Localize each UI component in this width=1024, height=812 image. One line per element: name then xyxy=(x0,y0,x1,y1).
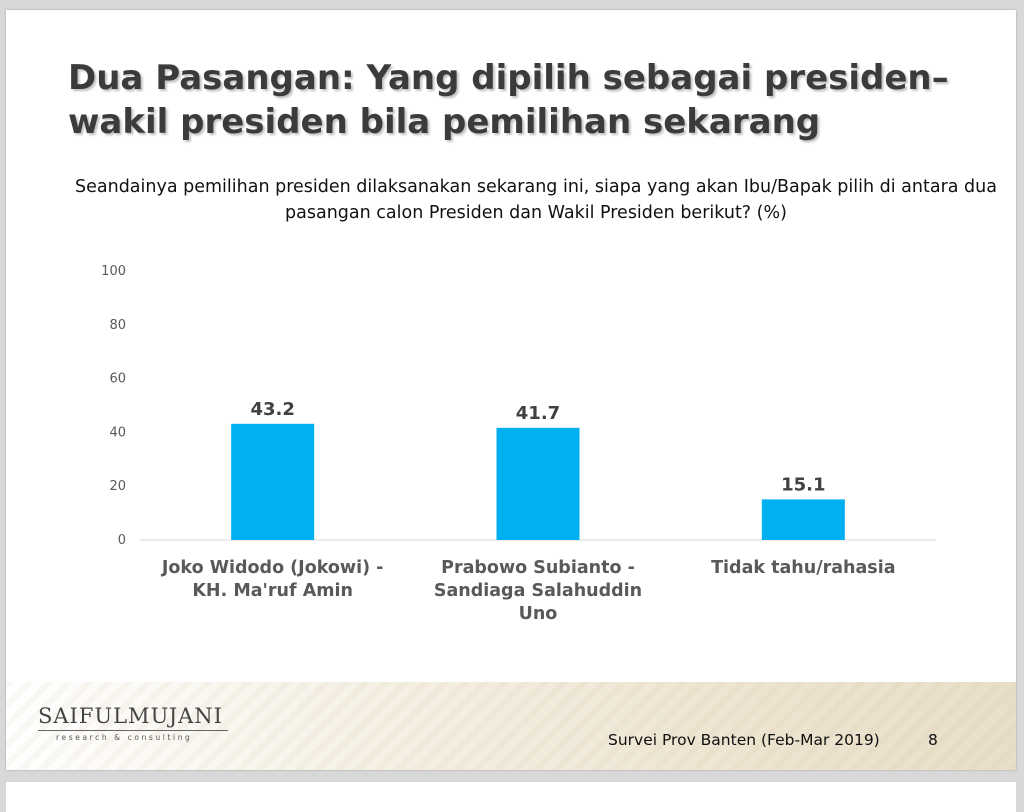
y-tick-label: 80 xyxy=(109,318,126,333)
data-label: 15.1 xyxy=(781,474,825,495)
category-label: Joko Widodo (Jokowi) - xyxy=(161,558,384,578)
bar xyxy=(231,423,315,540)
logo-tagline: research & consulting xyxy=(56,733,193,742)
category-label: Tidak tahu/rahasia xyxy=(711,558,895,578)
next-slide-preview xyxy=(6,782,1016,812)
data-label: 41.7 xyxy=(516,403,560,424)
source-note: Survei Prov Banten (Feb-Mar 2019) xyxy=(608,731,880,749)
data-label: 43.2 xyxy=(250,399,294,420)
footer-background xyxy=(6,682,1016,770)
y-tick-label: 0 xyxy=(118,533,126,548)
bar xyxy=(761,499,845,540)
bar xyxy=(496,427,580,540)
slide-title: Dua Pasangan: Yang dipilih sebagai presi… xyxy=(68,58,949,142)
survey-question: Seandainya pemilihan presiden dilaksanak… xyxy=(75,177,997,223)
logo-wordmark: SAIFULMUJANI xyxy=(38,704,223,728)
logo-divider xyxy=(38,730,228,731)
y-tick-label: 100 xyxy=(101,264,126,279)
category-label: Prabowo Subianto - xyxy=(441,558,635,578)
company-logo: SAIFULMUJANI research & consulting xyxy=(38,704,238,742)
category-label: Sandiaga Salahuddin xyxy=(434,581,642,601)
category-label: KH. Ma'ruf Amin xyxy=(192,581,353,601)
bar-chart: 0 20 40 60 80 100 43.2 Joko Widodo (Jokowi) - KH… xyxy=(101,264,936,624)
y-tick-label: 60 xyxy=(109,372,126,387)
page-number: 8 xyxy=(928,731,938,749)
slide: Dua Pasangan: Yang dipilih sebagai presi… xyxy=(6,10,1016,770)
y-tick-label: 40 xyxy=(109,425,126,440)
y-tick-label: 20 xyxy=(109,479,126,494)
category-label: Uno xyxy=(519,604,558,624)
